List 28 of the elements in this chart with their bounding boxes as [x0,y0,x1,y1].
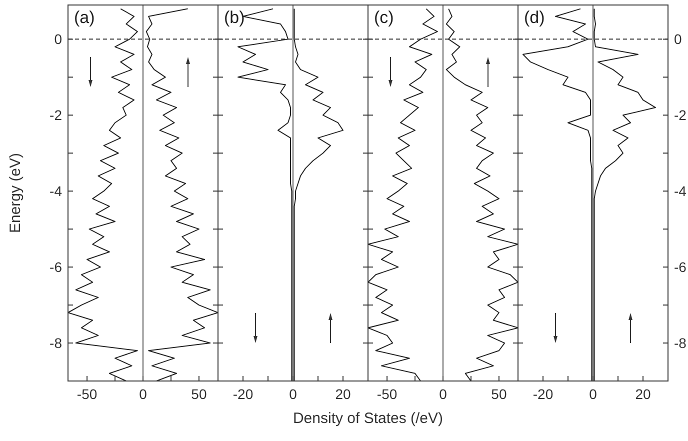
x-tick-label: 0 [589,386,598,402]
y2-tick-label: 0 [674,31,682,48]
y2-tick-label: -6 [674,259,687,276]
x-tick-label: -50 [76,386,98,402]
y2-tick-label: -8 [674,335,687,352]
annotation: (c) [374,8,394,27]
y2-tick-label: -4 [674,183,687,200]
y-tick-label: 0 [54,31,62,48]
x-tick-label: -50 [376,386,398,402]
x-tick-label: 20 [335,386,351,402]
x-axis-title: Density of States (/eV) [292,410,444,427]
y-tick-label: -2 [50,107,62,124]
x-tick-label: 0 [139,386,148,402]
annotation: (b) [224,8,245,27]
x-tick-label: 0 [289,386,298,402]
annotation: (a) [74,8,95,27]
y-tick-label: -8 [50,335,62,352]
x-tick-label: 50 [191,386,207,402]
x-tick-label: 20 [635,386,651,402]
x-tick-label: 0 [439,386,448,402]
x-tick-label: -20 [532,386,554,402]
y-tick-label: -6 [50,259,62,276]
y2-tick-label: -2 [674,107,687,124]
y-axis-title: Energy (eV) [7,152,24,234]
x-tick-label: 50 [491,386,507,402]
x-tick-label: -20 [232,386,254,402]
annotation: (d) [524,8,545,27]
y-tick-label: -4 [50,183,62,200]
